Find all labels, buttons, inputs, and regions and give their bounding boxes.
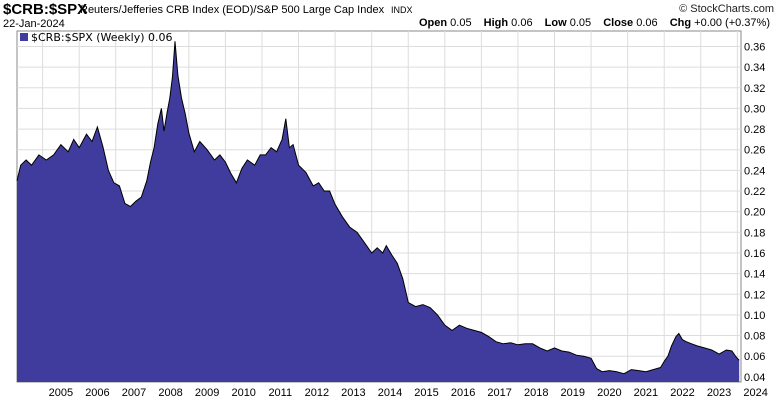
y-tick-label: 0.04 bbox=[744, 372, 765, 384]
y-tick-label: 0.20 bbox=[744, 207, 765, 219]
x-tick-label: 2011 bbox=[268, 387, 292, 399]
x-tick-label: 2009 bbox=[195, 387, 219, 399]
y-tick-label: 0.28 bbox=[744, 124, 765, 136]
x-tick-label: 2006 bbox=[85, 387, 109, 399]
y-axis: 0.04 0.06 0.08 0.10 0.12 0.14 0.16 0.18 0.20 0.22… bbox=[744, 41, 765, 383]
brand-watermark: © StockCharts.com bbox=[679, 3, 774, 15]
y-tick-label: 0.18 bbox=[744, 227, 765, 239]
y-tick-label: 0.24 bbox=[744, 165, 765, 177]
legend-label: $CRB:$SPX (Weekly) 0.06 bbox=[31, 31, 173, 44]
quote-high: High 0.06 bbox=[483, 17, 533, 29]
y-tick-label: 0.32 bbox=[744, 83, 765, 95]
series-area bbox=[17, 41, 740, 383]
y-tick-label: 0.12 bbox=[744, 289, 765, 301]
y-tick-label: 0.16 bbox=[744, 248, 765, 260]
legend: $CRB:$SPX (Weekly) 0.06 bbox=[20, 31, 173, 44]
y-tick-label: 0.34 bbox=[744, 62, 765, 74]
x-tick-label: 2014 bbox=[378, 387, 402, 399]
y-tick-label: 0.14 bbox=[744, 269, 765, 281]
quote-open: Open 0.05 bbox=[418, 17, 472, 29]
x-tick-label: 2017 bbox=[487, 387, 511, 399]
x-tick-label: 2020 bbox=[597, 387, 621, 399]
x-tick-label: 2024 bbox=[743, 387, 767, 399]
x-tick-label: 2013 bbox=[341, 387, 365, 399]
symbol-description: Reuters/Jefferies CRB Index (EOD)/S&P 50… bbox=[80, 4, 385, 16]
quote-close: Close 0.06 bbox=[603, 17, 658, 29]
x-tick-label: 2012 bbox=[305, 387, 329, 399]
x-tick-label: 2005 bbox=[49, 387, 73, 399]
quote-summary: Open 0.05 High 0.06 Low 0.05 Close 0.06 … bbox=[410, 17, 770, 29]
y-tick-label: 0.26 bbox=[744, 145, 765, 157]
y-tick-label: 0.10 bbox=[744, 310, 765, 322]
x-tick-label: 2021 bbox=[634, 387, 658, 399]
y-tick-label: 0.30 bbox=[744, 103, 765, 115]
chart-date: 22-Jan-2024 bbox=[3, 18, 65, 30]
series-line bbox=[16, 41, 740, 375]
x-tick-label: 2022 bbox=[670, 387, 694, 399]
x-tick-label: 2008 bbox=[158, 387, 182, 399]
x-tick-label: 2010 bbox=[231, 387, 255, 399]
symbol-title: $CRB:$SPX bbox=[3, 1, 88, 18]
legend-swatch bbox=[20, 33, 28, 41]
quote-low: Low 0.05 bbox=[544, 17, 592, 29]
y-tick-label: 0.08 bbox=[744, 331, 765, 343]
x-tick-label: 2016 bbox=[451, 387, 475, 399]
y-tick-label: 0.36 bbox=[744, 41, 765, 53]
x-tick-label: 2018 bbox=[524, 387, 548, 399]
x-axis: 2005 2006 2007 2008 2009 2010 2011 2012 2013 2014… bbox=[49, 387, 768, 399]
x-tick-label: 2015 bbox=[414, 387, 438, 399]
exchange-label: INDX bbox=[391, 5, 413, 15]
x-tick-label: 2007 bbox=[122, 387, 146, 399]
x-tick-label: 2019 bbox=[561, 387, 585, 399]
y-tick-label: 0.22 bbox=[744, 186, 765, 198]
x-tick-label: 2023 bbox=[707, 387, 731, 399]
quote-change: Chg +0.00 (+0.37%) bbox=[669, 17, 770, 29]
chart-header: $CRB:$SPX Reuters/Jefferies CRB Index (E… bbox=[0, 0, 780, 32]
y-tick-label: 0.06 bbox=[744, 351, 765, 363]
